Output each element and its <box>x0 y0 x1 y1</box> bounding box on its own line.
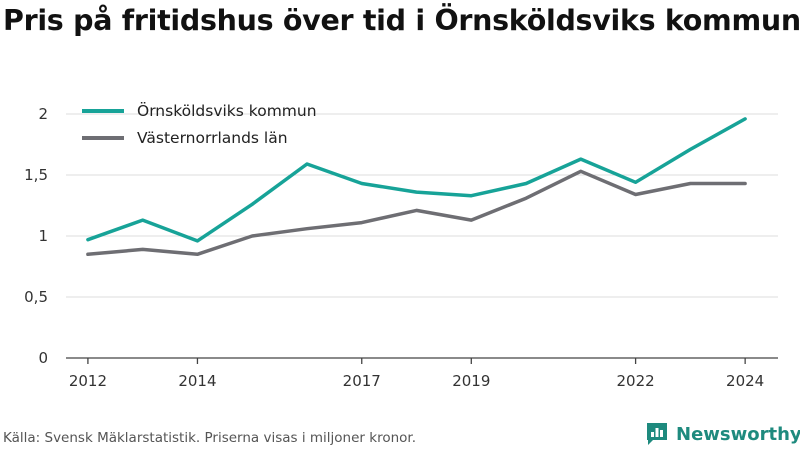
x-tick-label: 2024 <box>726 372 764 390</box>
legend: Örnsköldsviks kommun Västernorrlands län <box>82 101 317 147</box>
legend-label: Västernorrlands län <box>137 129 288 147</box>
line-chart: 0 0,5 1 1,5 2 2012 2014 2017 2019 2022 2024 Örnsk… <box>24 101 778 390</box>
y-tick-label: 0 <box>38 349 48 367</box>
series-line-ornskoldsvik <box>86 117 747 243</box>
y-axis-ticks: 0 0,5 1 1,5 2 <box>24 105 48 367</box>
source-note: Källa: Svensk Mäklarstatistik. Priserna … <box>3 430 417 446</box>
legend-label: Örnsköldsviks kommun <box>137 101 317 120</box>
series-line-vasternorrland <box>86 169 747 257</box>
x-tick-label: 2012 <box>69 372 107 390</box>
series-lines <box>86 117 747 257</box>
x-tick-label: 2019 <box>452 372 490 390</box>
x-axis: 2012 2014 2017 2019 2022 2024 <box>66 357 778 390</box>
brand-logo: Newsworthy <box>645 420 800 448</box>
x-tick-label: 2017 <box>343 372 381 390</box>
x-tick-label: 2022 <box>617 372 655 390</box>
y-tick-label: 1,5 <box>24 166 48 184</box>
y-tick-label: 0,5 <box>24 288 48 306</box>
newsworthy-logo-icon <box>647 423 667 445</box>
brand-name: Newsworthy <box>676 423 800 445</box>
x-tick-label: 2014 <box>178 372 216 390</box>
page-title: Pris på fritidshus över tid i Örnsköldsv… <box>3 4 800 37</box>
y-tick-label: 2 <box>38 105 48 123</box>
y-tick-label: 1 <box>38 227 48 245</box>
